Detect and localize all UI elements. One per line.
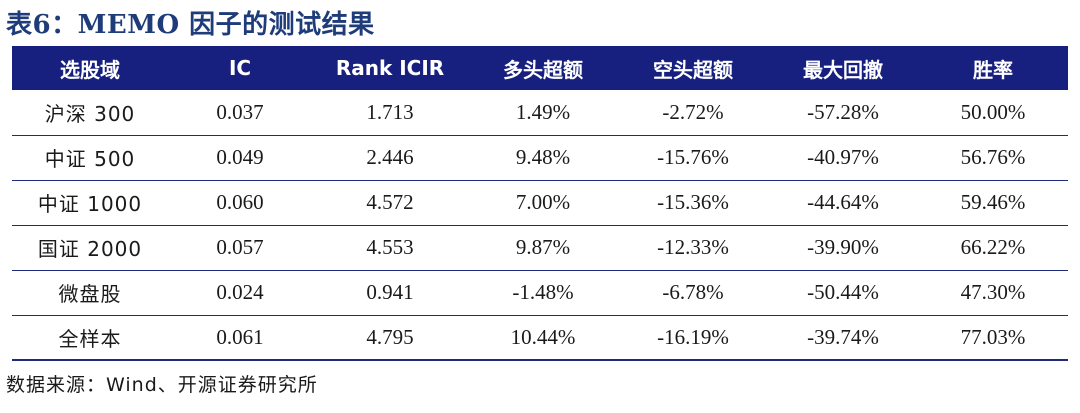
cell-short-excess: -15.36% [657, 190, 729, 214]
cell-ic: 0.024 [216, 280, 264, 304]
results-table: 选股域 IC Rank ICIR 多头超额 空头超额 最大回撤 胜率 沪深 30… [12, 46, 1068, 361]
header-rank-icir: Rank ICIR [335, 56, 445, 80]
cell-rank-icir: 4.572 [366, 190, 414, 214]
cell-short-excess: -16.19% [657, 324, 729, 349]
header-long-excess: 多头超额 [503, 57, 583, 82]
table-row: 中证 500 0.049 2.446 9.48% -15.76% -40.97%… [12, 135, 1068, 180]
cell-rank-icir: 4.553 [366, 235, 414, 259]
cell-long-excess: 7.00% [515, 190, 571, 214]
cell-win-rate: 47.30% [960, 280, 1026, 304]
table-row: 沪深 300 0.037 1.713 1.49% -2.72% -57.28% … [12, 90, 1068, 135]
cell-universe: 中证 500 [44, 147, 136, 171]
cell-ic: 0.049 [216, 145, 264, 169]
cell-short-excess: -12.33% [657, 235, 729, 259]
cell-rank-icir: 2.446 [366, 145, 414, 169]
cell-max-drawdown: -39.90% [807, 235, 879, 259]
cell-ic: 0.060 [216, 190, 264, 214]
cell-max-drawdown: -40.97% [807, 145, 879, 169]
header-win-rate: 胜率 [973, 57, 1013, 82]
table-row: 全样本 0.061 4.795 10.44% -16.19% -39.74% 7… [12, 315, 1068, 360]
cell-rank-icir: 1.713 [366, 99, 414, 124]
cell-ic: 0.061 [216, 324, 264, 349]
cell-max-drawdown: -57.28% [807, 99, 879, 124]
cell-win-rate: 50.00% [960, 99, 1026, 124]
header-ic: IC [228, 56, 252, 80]
cell-short-excess: -6.78% [662, 280, 724, 304]
cell-universe: 微盘股 [58, 282, 122, 306]
cell-long-excess: 10.44% [510, 324, 576, 349]
cell-universe: 中证 1000 [37, 192, 143, 216]
cell-short-excess: -2.72% [662, 99, 724, 124]
table-header-row: 选股域 IC Rank ICIR 多头超额 空头超额 最大回撤 胜率 [12, 46, 1068, 90]
table-row: 微盘股 0.024 0.941 -1.48% -6.78% -50.44% 47… [12, 270, 1068, 315]
table-title: 表6：MEMO 因子的测试结果 [6, 10, 375, 40]
cell-max-drawdown: -50.44% [807, 280, 879, 304]
cell-long-excess: -1.48% [512, 280, 574, 304]
cell-long-excess: 1.49% [515, 99, 571, 124]
results-table-container: 选股域 IC Rank ICIR 多头超额 空头超额 最大回撤 胜率 沪深 30… [12, 46, 1068, 361]
cell-max-drawdown: -39.74% [807, 324, 879, 349]
cell-rank-icir: 4.795 [366, 324, 414, 349]
cell-rank-icir: 0.941 [366, 280, 414, 304]
table-row: 国证 2000 0.057 4.553 9.87% -12.33% -39.90… [12, 225, 1068, 270]
cell-short-excess: -15.76% [657, 145, 729, 169]
cell-ic: 0.037 [216, 99, 264, 124]
cell-universe: 全样本 [58, 326, 122, 351]
cell-long-excess: 9.48% [515, 145, 571, 169]
header-universe: 选股域 [60, 57, 120, 82]
cell-win-rate: 66.22% [960, 235, 1026, 259]
header-short-excess: 空头超额 [653, 57, 733, 82]
table-row: 中证 1000 0.060 4.572 7.00% -15.36% -44.64… [12, 180, 1068, 225]
cell-long-excess: 9.87% [515, 235, 571, 259]
cell-ic: 0.057 [216, 235, 264, 259]
cell-win-rate: 56.76% [960, 145, 1026, 169]
data-source-note: 数据来源：Wind、开源证券研究所 [6, 374, 318, 396]
cell-win-rate: 77.03% [960, 324, 1026, 349]
header-max-drawdown: 最大回撤 [803, 57, 883, 82]
cell-max-drawdown: -44.64% [807, 190, 879, 214]
cell-universe: 国证 2000 [37, 237, 143, 261]
cell-win-rate: 59.46% [960, 190, 1026, 214]
cell-universe: 沪深 300 [44, 101, 136, 126]
